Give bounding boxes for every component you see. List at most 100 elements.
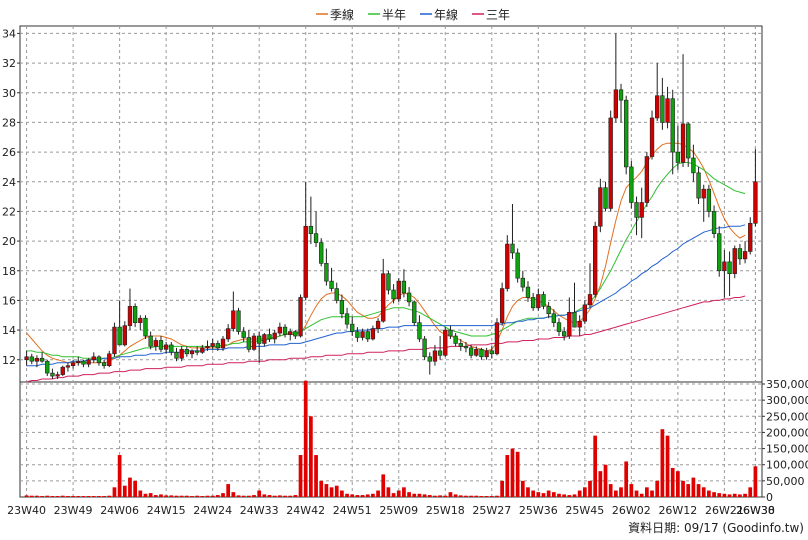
candle-body: [572, 311, 577, 328]
candle-body: [86, 359, 91, 365]
candle-body: [417, 322, 422, 340]
volume-bar: [319, 480, 324, 497]
candle-body: [396, 280, 401, 300]
volume-bar: [309, 416, 313, 497]
volume-bar: [386, 487, 391, 497]
candle-body: [179, 349, 184, 359]
volume-bar: [557, 493, 561, 497]
volume-bar: [340, 490, 344, 497]
volume-bar: [629, 484, 634, 497]
x-tick-label: 26W02: [612, 504, 651, 517]
volume-bar: [577, 490, 582, 497]
volume-tick-label: 200,000: [766, 426, 808, 439]
volume-bar: [91, 496, 96, 497]
candle-body: [381, 273, 386, 322]
candle-body: [246, 337, 252, 350]
legend-label: 年線: [434, 7, 458, 22]
candle-body: [319, 242, 324, 264]
candle-body: [386, 273, 391, 291]
candle-body: [530, 297, 536, 309]
volume-bar: [676, 471, 680, 497]
volume-bar: [748, 487, 753, 497]
volume-bar: [324, 484, 329, 497]
candle-body: [505, 243, 510, 289]
volume-bar: [376, 490, 380, 497]
candle-body: [262, 334, 267, 344]
volume-bar: [215, 495, 220, 497]
volume-bar: [107, 495, 112, 497]
candle-body: [236, 310, 241, 332]
candle-body: [184, 349, 189, 355]
candle-body: [639, 202, 644, 218]
candle-body: [360, 331, 365, 338]
volume-bar: [464, 495, 468, 497]
candle-body: [174, 352, 179, 359]
volume-bar: [686, 484, 691, 497]
volume-bar: [97, 496, 101, 497]
candle-body: [308, 225, 314, 234]
volume-bar: [717, 493, 722, 497]
candle-body: [29, 356, 34, 362]
candle-body: [55, 374, 60, 377]
volume-bar: [701, 487, 706, 497]
candle-body: [257, 335, 262, 344]
volume-bar: [278, 495, 282, 497]
candle-body: [365, 331, 370, 340]
candle-body: [556, 322, 562, 332]
volume-bar: [443, 495, 448, 497]
volume-bar: [567, 495, 572, 497]
volume-tick-label: 350,000: [766, 378, 808, 391]
x-tick-label: 24W42: [286, 504, 325, 517]
volume-bar: [81, 496, 86, 497]
candle-body: [24, 356, 29, 361]
volume-bar: [396, 490, 401, 497]
volume-bar: [588, 480, 592, 497]
volume-bar: [727, 494, 732, 497]
volume-bar: [288, 495, 293, 497]
volume-bar: [551, 492, 556, 497]
x-tick-label: 26W12: [658, 504, 697, 517]
volume-bar: [164, 495, 169, 497]
volume-bar: [645, 487, 649, 497]
candle-body: [195, 350, 200, 353]
volume-bar: [112, 487, 117, 497]
candle-body: [272, 332, 277, 340]
price-tick-label: 26: [2, 146, 16, 159]
volume-bar: [293, 495, 298, 497]
price-tick-label: 12: [2, 354, 16, 367]
candle-body: [722, 261, 727, 272]
legend-label: 半年: [382, 8, 406, 22]
volume-bar: [696, 484, 701, 497]
volume-bar: [613, 490, 618, 497]
volume-tick-label: 250,000: [766, 410, 808, 423]
candle-body: [577, 320, 582, 328]
candle-body: [691, 157, 696, 174]
candle-body: [696, 172, 701, 199]
candle-body: [91, 356, 96, 361]
candle-body: [427, 356, 432, 362]
candle-body: [546, 306, 551, 315]
candle-body: [437, 350, 443, 356]
candle-body: [350, 323, 355, 332]
candle-body: [60, 366, 65, 375]
candle-body: [520, 277, 525, 288]
volume-bar: [681, 480, 685, 497]
price-y-axis: 12 14 16 18 20 22 24 26 28 30 32 34: [2, 27, 20, 367]
volume-bar: [722, 493, 727, 497]
volume-bar: [505, 455, 510, 497]
volume-bar: [45, 495, 50, 497]
volume-bar: [743, 493, 747, 497]
volume-bar: [174, 495, 179, 497]
candle-body: [618, 89, 624, 101]
candle-body: [603, 187, 608, 209]
volume-bar: [381, 474, 386, 497]
volume-bar: [29, 495, 34, 497]
candle-body: [562, 331, 567, 337]
candle-body: [489, 350, 494, 355]
candle-body: [453, 335, 458, 344]
footer-text: 資料日期: 09/17 (Goodinfo.tw): [628, 521, 804, 535]
volume-bar: [655, 480, 660, 497]
candle-body: [65, 365, 71, 368]
volume-bar: [184, 495, 189, 497]
volume-bar: [453, 494, 458, 497]
